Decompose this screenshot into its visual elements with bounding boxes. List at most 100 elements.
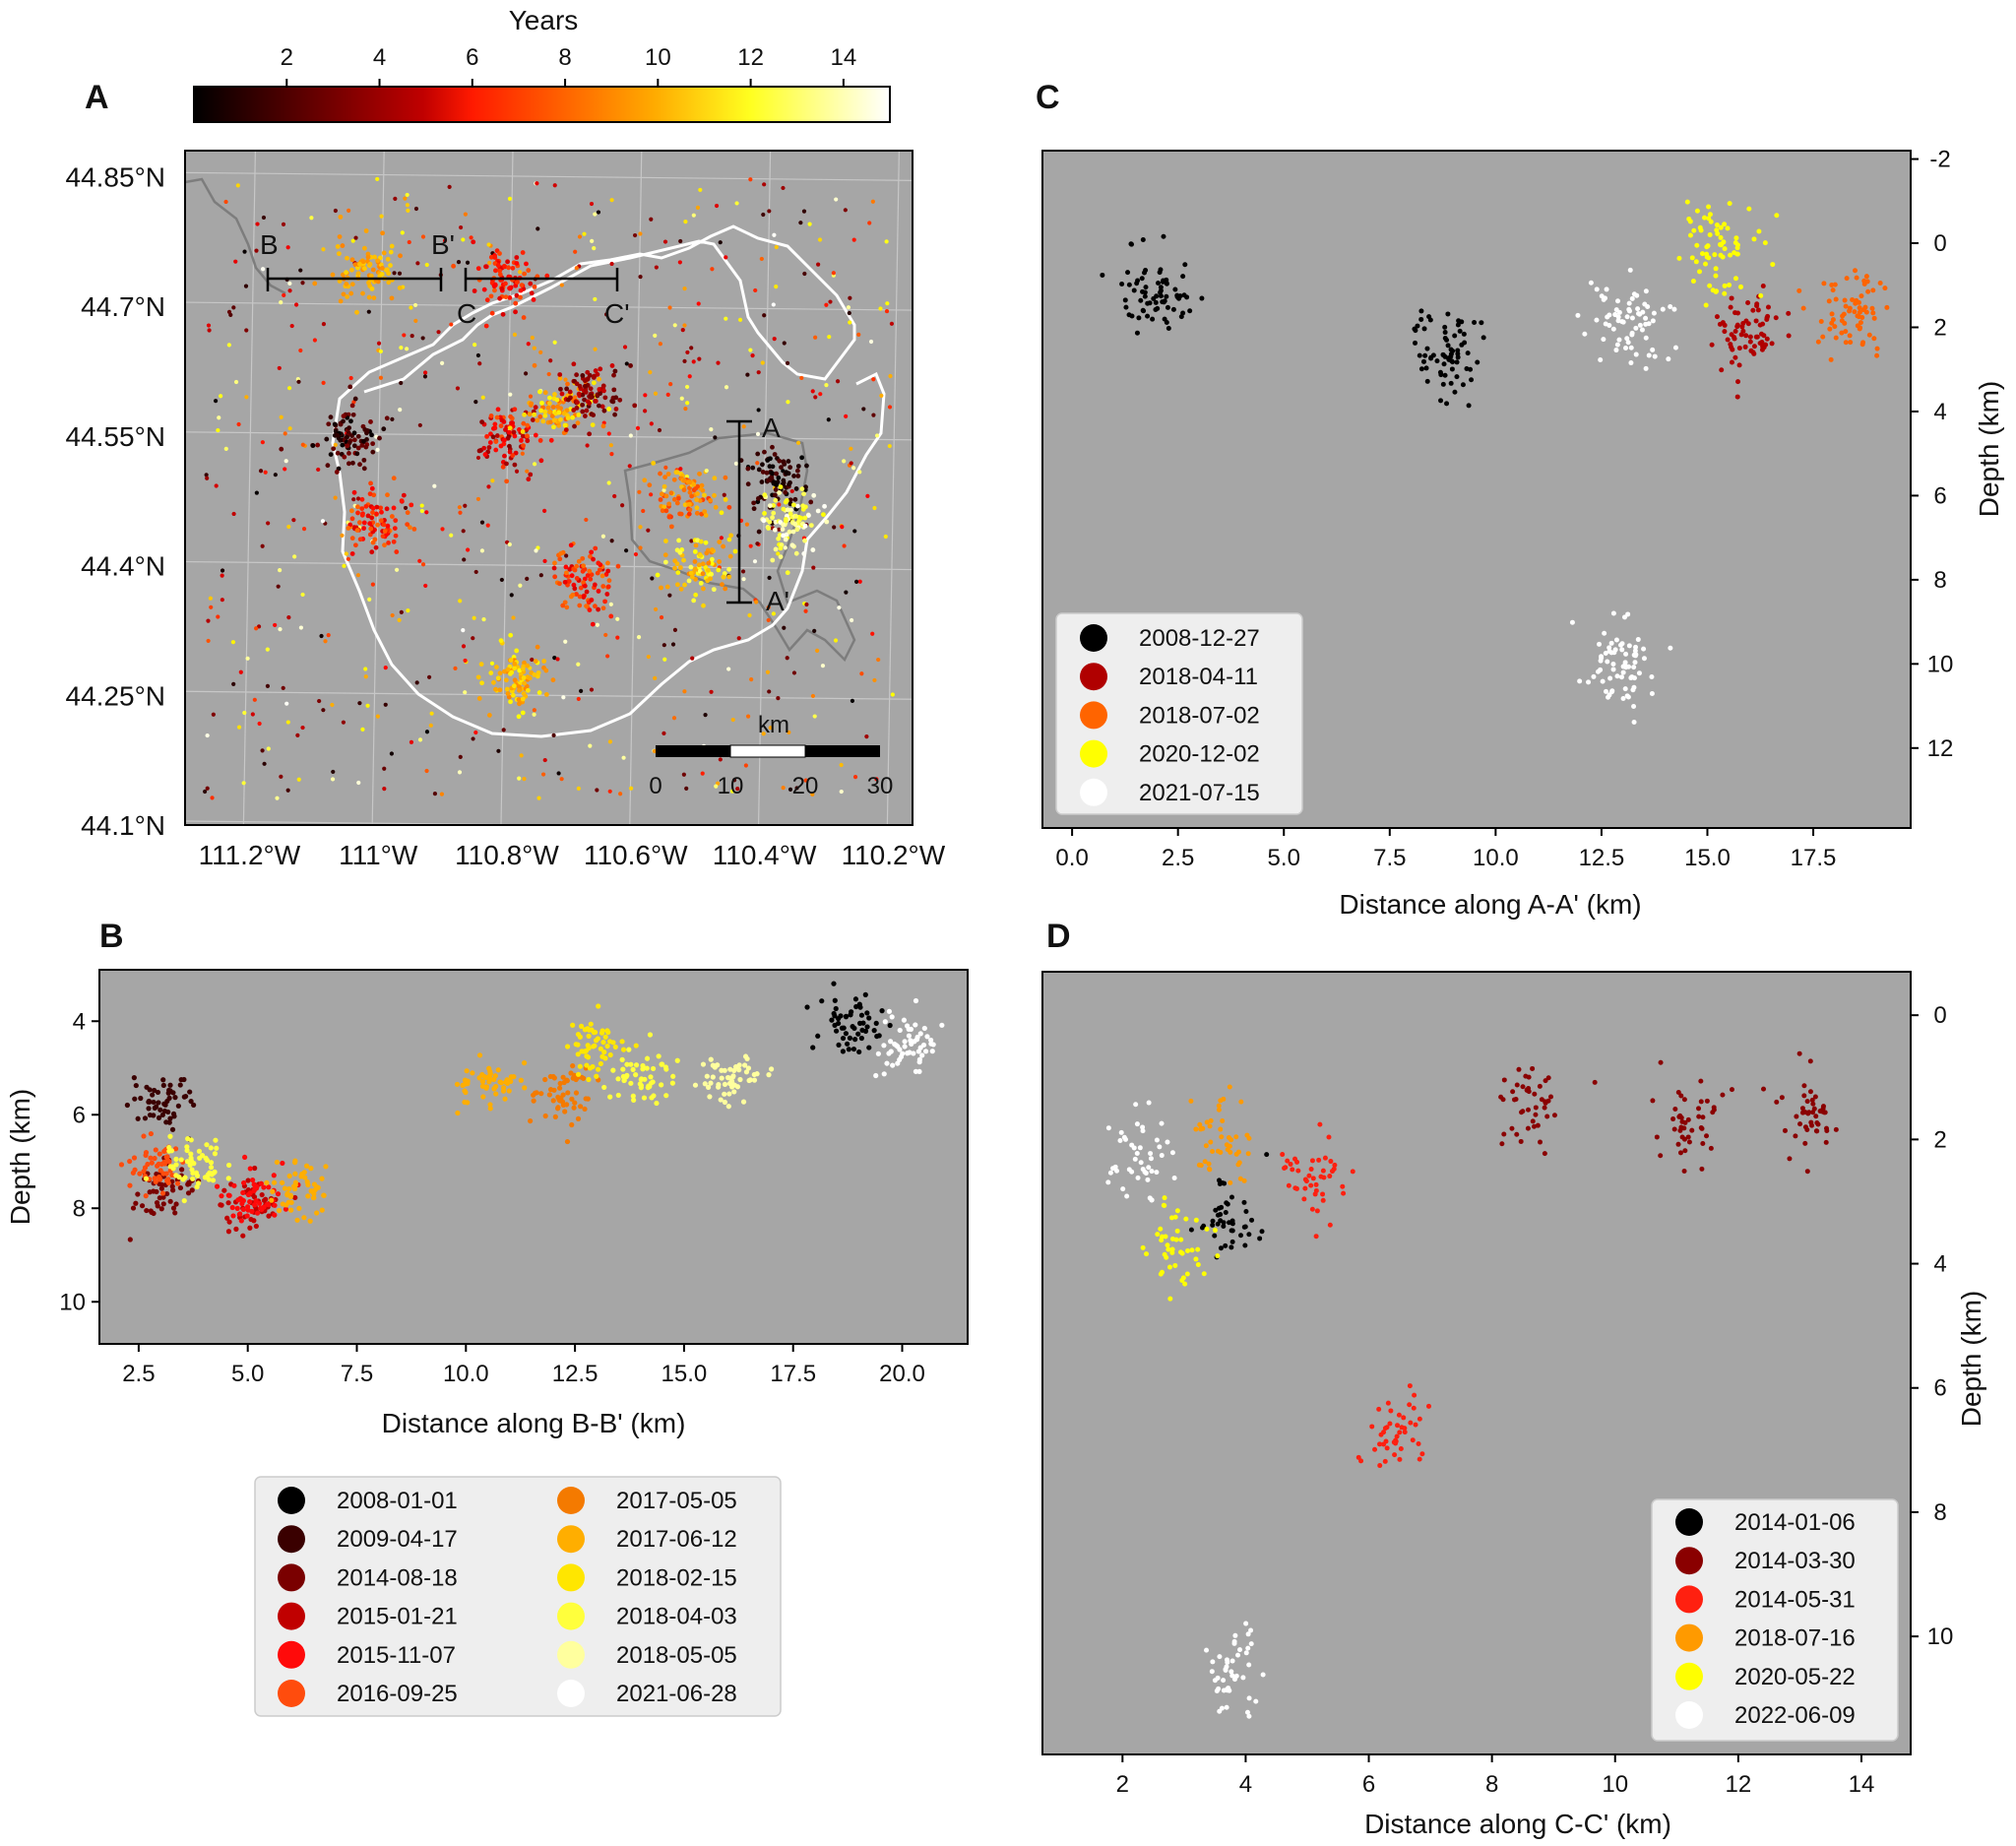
- map-cluster-point: [703, 512, 709, 518]
- event-point: [1144, 1251, 1150, 1257]
- event-point: [1542, 1105, 1547, 1111]
- event-point: [487, 1106, 493, 1112]
- event-point: [1727, 283, 1732, 288]
- map-event-point: [776, 551, 781, 556]
- map-event-point: [223, 199, 228, 205]
- event-point: [585, 1054, 592, 1060]
- map-cluster-point: [512, 462, 518, 468]
- map-cluster-point: [351, 430, 357, 436]
- event-point: [1535, 1122, 1541, 1128]
- map-cluster-point: [527, 675, 533, 681]
- legend-marker: [557, 1563, 585, 1592]
- map-event-point: [749, 677, 754, 682]
- map-cluster-point: [783, 518, 788, 524]
- map-cluster-point: [514, 292, 520, 298]
- map-cluster-point: [351, 443, 357, 449]
- event-point: [483, 1084, 490, 1090]
- event-point: [162, 1147, 168, 1154]
- map-event-point: [202, 789, 208, 795]
- map-cluster-point: [541, 659, 547, 664]
- event-point: [487, 1102, 493, 1108]
- event-point: [588, 1021, 594, 1027]
- event-point: [491, 1076, 497, 1082]
- event-point: [1313, 1187, 1319, 1193]
- event-point: [181, 1076, 187, 1083]
- map-event-point: [453, 666, 458, 671]
- event-point: [1685, 1116, 1691, 1122]
- map-cluster-point: [570, 414, 576, 420]
- map-event-point: [394, 567, 400, 572]
- map-cluster-point: [596, 560, 601, 566]
- legend-label: 2018-05-05: [616, 1642, 737, 1669]
- event-point: [1707, 212, 1713, 218]
- event-point: [1764, 336, 1770, 342]
- event-point: [1747, 339, 1753, 345]
- map-event-point: [762, 313, 767, 318]
- map-cluster-point: [576, 413, 582, 417]
- event-point: [1684, 199, 1690, 205]
- event-point: [1696, 1114, 1702, 1119]
- map-cluster-point: [777, 490, 783, 495]
- map-cluster-point: [389, 514, 395, 519]
- event-point: [165, 1177, 171, 1182]
- event-point: [1172, 1262, 1178, 1268]
- profile-label-b-prime: B': [431, 229, 455, 260]
- event-point: [1848, 340, 1854, 346]
- map-xtick-label: 111°W: [339, 840, 418, 870]
- map-cluster-point: [815, 508, 821, 514]
- event-point: [1241, 1199, 1247, 1205]
- map-cluster-point: [494, 414, 500, 420]
- event-point: [1223, 1242, 1228, 1248]
- event-point: [1841, 311, 1847, 317]
- map-cluster-point: [706, 560, 712, 566]
- event-point: [138, 1095, 144, 1102]
- event-point: [1229, 1658, 1235, 1664]
- event-point: [1689, 255, 1695, 261]
- event-point: [276, 1207, 283, 1214]
- event-point: [1709, 342, 1715, 348]
- map-cluster-point: [335, 244, 341, 249]
- event-point: [1238, 1099, 1244, 1105]
- map-event-point: [682, 358, 687, 363]
- map-cluster-point: [508, 632, 514, 638]
- event-point: [154, 1104, 159, 1110]
- map-cluster-point: [517, 701, 522, 707]
- event-point: [1309, 1158, 1315, 1164]
- map-cluster-point: [529, 401, 535, 407]
- event-point: [1419, 1451, 1425, 1457]
- event-point: [743, 1069, 750, 1075]
- map-event-point: [646, 654, 651, 660]
- map-event-point: [344, 551, 348, 556]
- map-cluster-point: [411, 527, 417, 532]
- map-cluster-point: [532, 412, 537, 417]
- map-event-point: [750, 353, 755, 358]
- ytick-label: 0: [1933, 1002, 1946, 1029]
- event-point: [1829, 311, 1835, 317]
- map-cluster-point: [695, 538, 701, 543]
- event-point: [1757, 322, 1763, 328]
- map-event-point: [473, 569, 478, 575]
- event-point: [884, 1060, 890, 1066]
- map-event-point: [220, 568, 225, 573]
- map-cluster-point: [695, 491, 700, 496]
- map-cluster-point: [666, 501, 672, 507]
- map-event-point: [231, 305, 236, 310]
- event-point: [1698, 1099, 1704, 1105]
- event-point: [1637, 322, 1643, 328]
- colorbar-tick-label: 4: [373, 44, 386, 71]
- event-point: [670, 1073, 676, 1079]
- map-event-point: [835, 379, 841, 384]
- map-cluster-point: [659, 585, 663, 591]
- map-cluster-point: [338, 437, 344, 443]
- map-event-point: [678, 238, 683, 244]
- map-cluster-point: [497, 272, 503, 278]
- map-cluster-point: [332, 421, 338, 427]
- map-cluster-point: [537, 438, 543, 443]
- event-point: [1636, 670, 1642, 676]
- event-point: [1438, 398, 1444, 404]
- map-event-point: [589, 201, 595, 207]
- event-point: [1228, 1137, 1234, 1143]
- event-point: [619, 1039, 625, 1045]
- event-point: [152, 1176, 158, 1181]
- event-point: [564, 1044, 571, 1050]
